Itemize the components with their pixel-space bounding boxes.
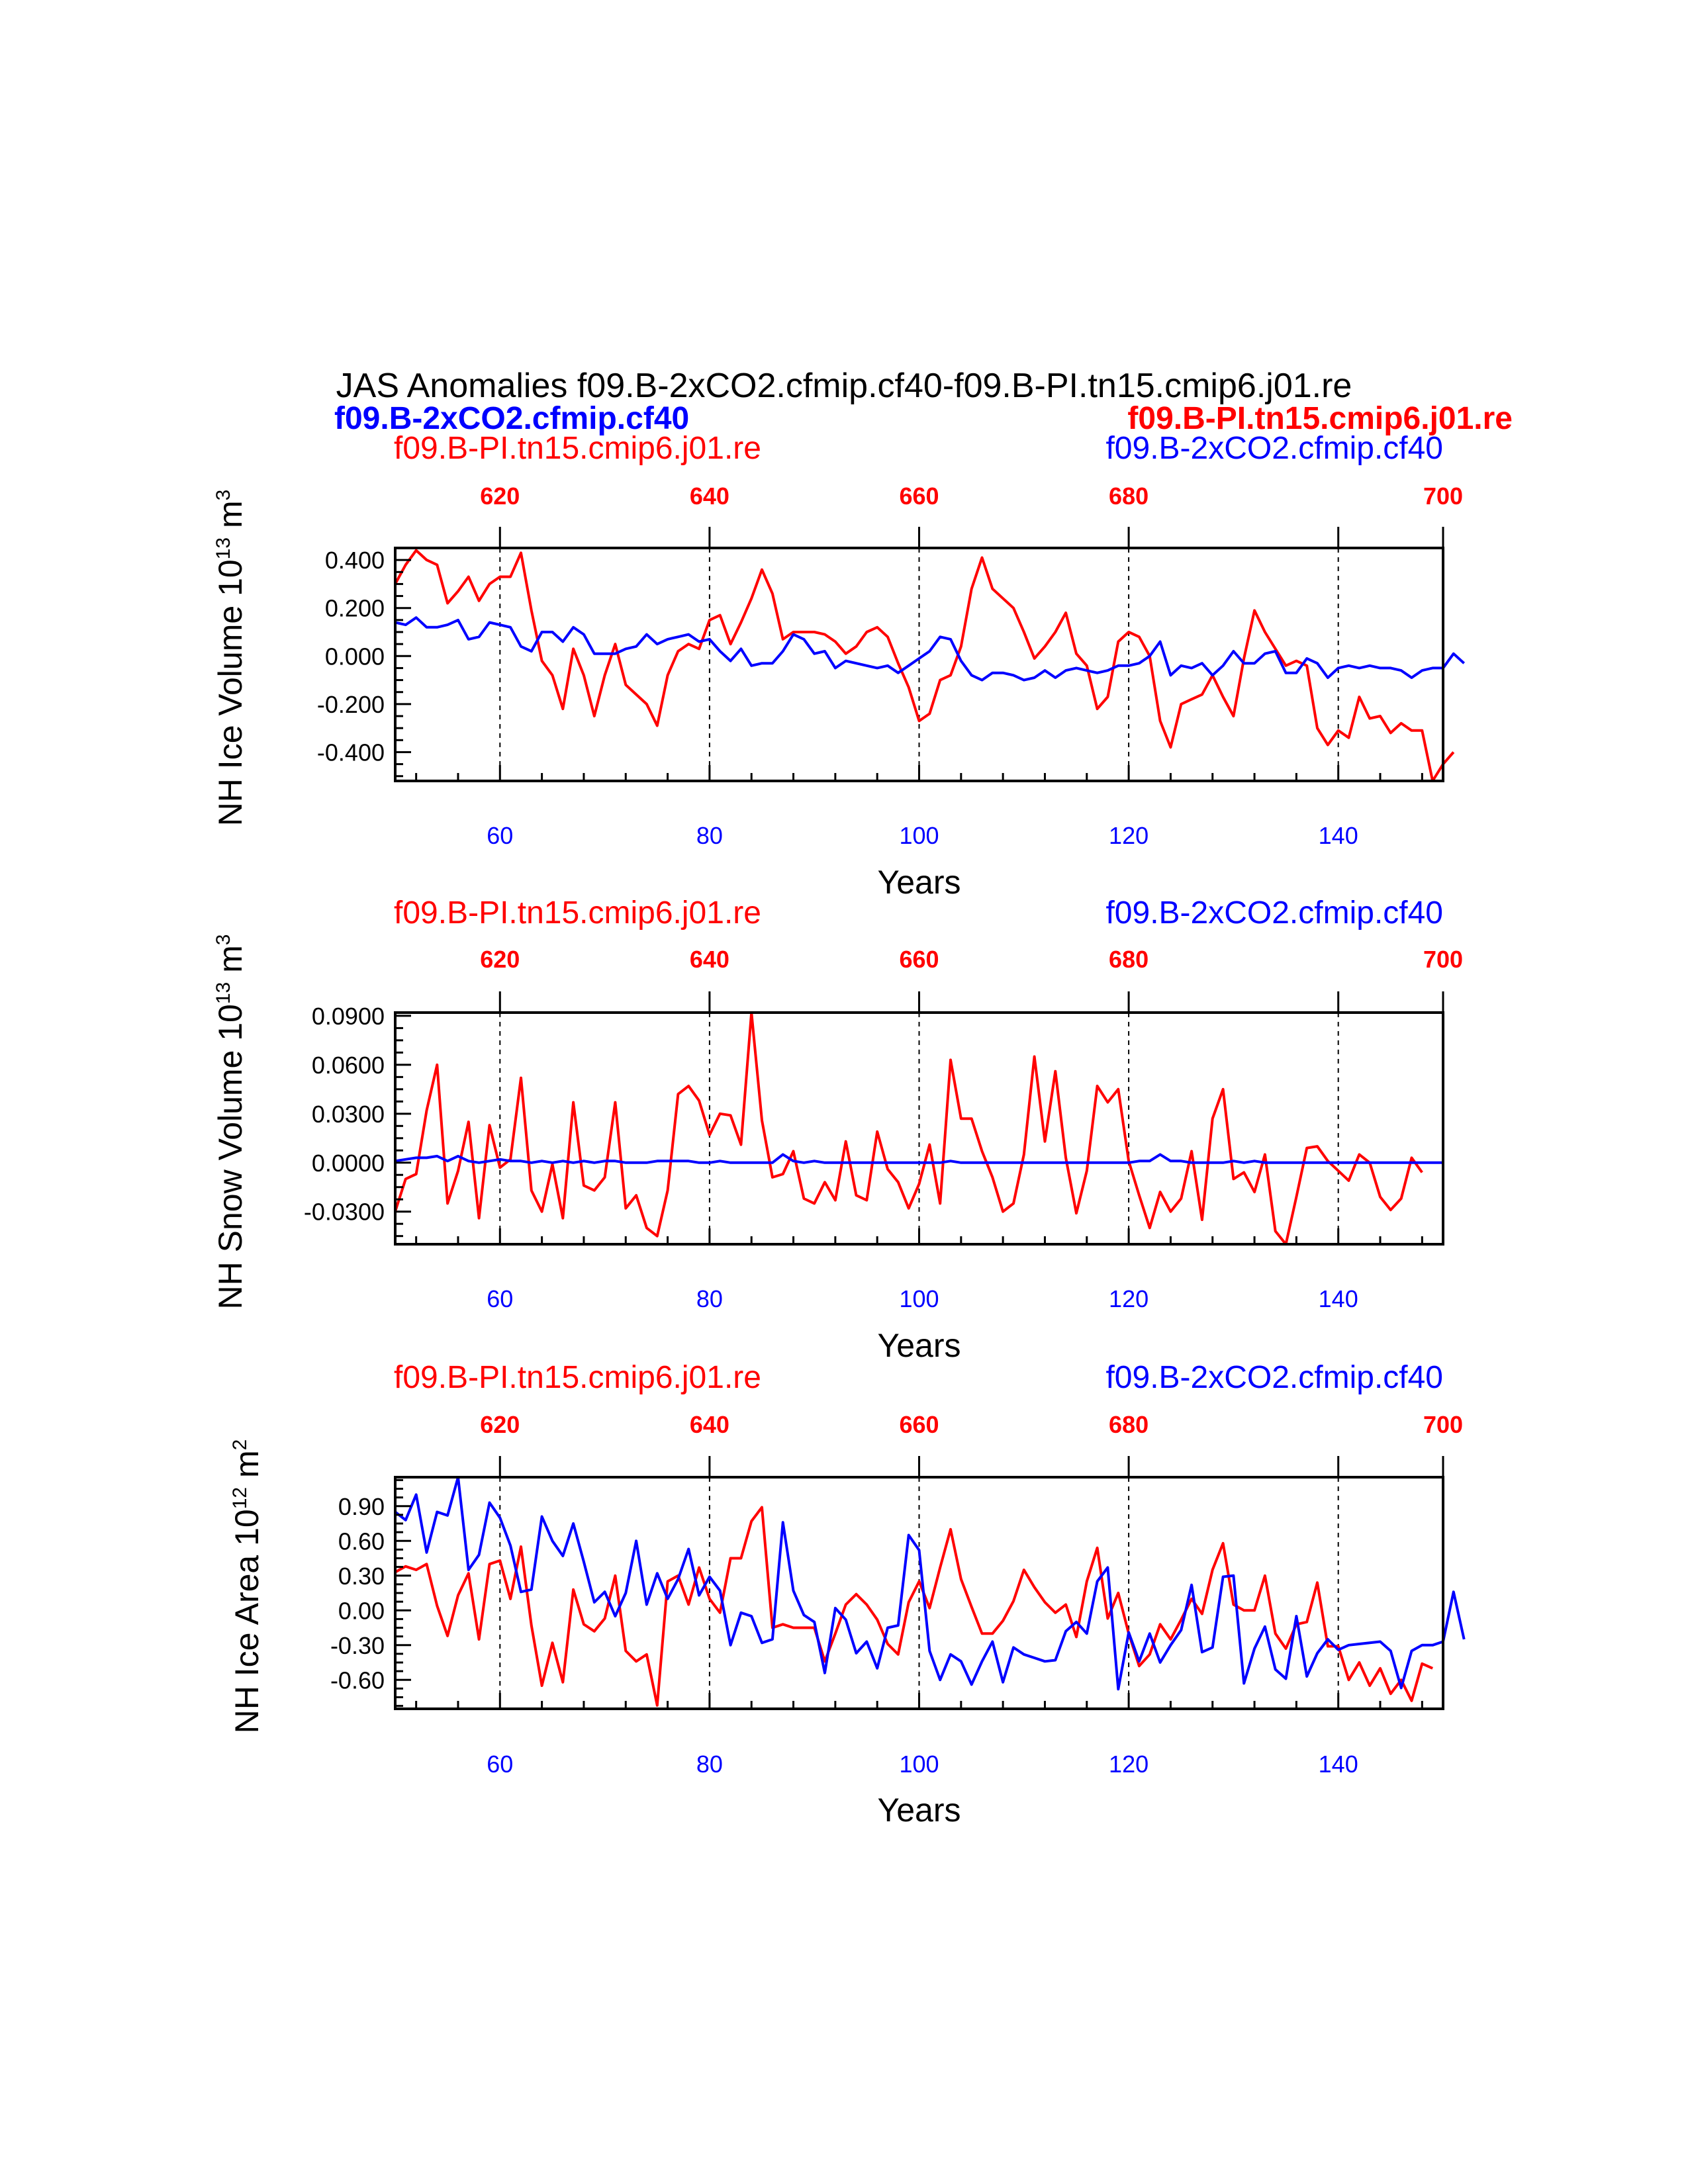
xtick-label: 60 xyxy=(487,1751,513,1778)
top-xtick-label: 620 xyxy=(480,482,520,510)
xtick-label: 60 xyxy=(487,1285,513,1312)
ytick-label: -0.400 xyxy=(317,739,385,766)
ytick-label: -0.0300 xyxy=(304,1199,385,1226)
top-xtick-label: 700 xyxy=(1423,946,1463,973)
main-title: JAS Anomalies f09.B-2xCO2.cfmip.cf40-f09… xyxy=(336,367,1352,405)
ytick-label: -0.200 xyxy=(317,691,385,718)
series-line xyxy=(395,616,1466,682)
header-right-bold: f09.B-PI.tn15.cmip6.j01.re xyxy=(1127,401,1513,436)
panel-right-label: f09.B-2xCO2.cfmip.cf40 xyxy=(1105,1360,1443,1395)
header-left-bold: f09.B-2xCO2.cfmip.cf40 xyxy=(334,401,689,436)
xtick-label: 140 xyxy=(1319,1751,1358,1778)
top-xtick-label: 620 xyxy=(480,946,520,973)
ytick-label: 0.000 xyxy=(325,643,385,670)
top-xtick-label: 660 xyxy=(899,946,939,973)
xtick-label: 140 xyxy=(1319,822,1358,849)
xtick-label: 80 xyxy=(696,822,723,849)
y-axis-title: NH Snow Volume 1013 m3 xyxy=(212,934,249,1310)
series-line xyxy=(394,549,1455,782)
ytick-label: -0.60 xyxy=(330,1666,385,1694)
series-line xyxy=(394,1476,1466,1691)
ytick-label: 0.200 xyxy=(325,595,385,622)
ytick-label: 0.90 xyxy=(338,1493,385,1520)
panel-left-label: f09.B-PI.tn15.cmip6.j01.re xyxy=(394,431,761,466)
top-xtick-label: 640 xyxy=(690,482,729,510)
top-xtick-label: 700 xyxy=(1423,1411,1463,1438)
ytick-label: 0.0000 xyxy=(312,1150,385,1177)
ytick-label: -0.30 xyxy=(330,1632,385,1659)
series-line xyxy=(394,1011,1423,1246)
ytick-label: 0.00 xyxy=(338,1597,385,1624)
xtick-label: 100 xyxy=(899,1751,939,1778)
top-xtick-label: 680 xyxy=(1109,482,1149,510)
series-line xyxy=(395,1153,1443,1164)
panel-right-label: f09.B-2xCO2.cfmip.cf40 xyxy=(1105,895,1443,931)
panel-snow-volume: f09.B-PI.tn15.cmip6.j01.re f09.B-2xCO2.cf… xyxy=(212,895,1463,1364)
panel-left-label: f09.B-PI.tn15.cmip6.j01.re xyxy=(394,1360,761,1395)
panel-ice-area: f09.B-PI.tn15.cmip6.j01.re f09.B-2xCO2.cf… xyxy=(228,1360,1466,1829)
panel-left-label: f09.B-PI.tn15.cmip6.j01.re xyxy=(394,895,761,931)
xtick-label: 100 xyxy=(899,822,939,849)
ytick-label: 0.0900 xyxy=(312,1003,385,1030)
xtick-label: 120 xyxy=(1109,1285,1149,1312)
xtick-label: 80 xyxy=(696,1751,723,1778)
ytick-label: 0.60 xyxy=(338,1527,385,1555)
x-axis-title: Years xyxy=(877,1792,961,1829)
top-xtick-label: 620 xyxy=(480,1411,520,1438)
x-axis-title: Years xyxy=(877,1327,961,1364)
xtick-label: 80 xyxy=(696,1285,723,1312)
xtick-label: 140 xyxy=(1319,1285,1358,1312)
x-axis-title: Years xyxy=(877,864,961,901)
series-line xyxy=(395,1506,1434,1707)
xtick-label: 120 xyxy=(1109,1751,1149,1778)
y-axis-title: NH Ice Volume 1013 m3 xyxy=(212,490,249,827)
top-xtick-label: 700 xyxy=(1423,482,1463,510)
ytick-label: 0.0600 xyxy=(312,1052,385,1079)
top-xtick-label: 640 xyxy=(690,1411,729,1438)
panel-ice-volume: f09.B-PI.tn15.cmip6.j01.re f09.B-2xCO2.cf… xyxy=(212,431,1466,901)
ytick-label: 0.30 xyxy=(338,1563,385,1590)
xtick-label: 60 xyxy=(487,822,513,849)
y-axis-title: NH Ice Area 1012 m2 xyxy=(228,1439,265,1734)
top-xtick-label: 660 xyxy=(899,482,939,510)
ytick-label: 0.400 xyxy=(325,547,385,574)
top-xtick-label: 660 xyxy=(899,1411,939,1438)
xtick-label: 120 xyxy=(1109,822,1149,849)
xtick-label: 100 xyxy=(899,1285,939,1312)
top-xtick-label: 680 xyxy=(1109,946,1149,973)
ytick-label: 0.0300 xyxy=(312,1101,385,1128)
top-xtick-label: 680 xyxy=(1109,1411,1149,1438)
panel-right-label: f09.B-2xCO2.cfmip.cf40 xyxy=(1105,431,1443,466)
top-xtick-label: 640 xyxy=(690,946,729,973)
